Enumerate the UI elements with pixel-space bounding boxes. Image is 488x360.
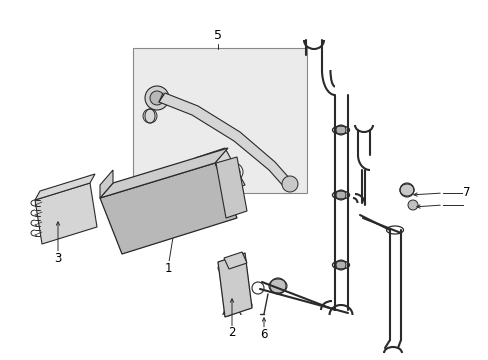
Circle shape [407, 200, 417, 210]
Circle shape [224, 308, 231, 316]
Text: 3: 3 [54, 252, 61, 265]
Text: 1: 1 [164, 261, 171, 274]
Polygon shape [100, 170, 113, 198]
Circle shape [399, 183, 413, 197]
Polygon shape [35, 174, 95, 200]
Circle shape [218, 264, 225, 272]
Circle shape [227, 166, 240, 178]
Polygon shape [218, 253, 251, 317]
Circle shape [335, 260, 346, 270]
Polygon shape [35, 183, 97, 244]
Text: 5: 5 [214, 29, 222, 42]
Polygon shape [100, 163, 237, 254]
Polygon shape [216, 157, 246, 218]
Circle shape [142, 109, 157, 123]
Circle shape [282, 176, 297, 192]
Polygon shape [100, 148, 227, 198]
Bar [133, 48, 306, 193]
Text: 2: 2 [228, 327, 235, 339]
Polygon shape [224, 252, 246, 269]
PathPatch shape [159, 93, 290, 188]
Text: 6: 6 [260, 328, 267, 341]
Circle shape [145, 86, 169, 110]
Polygon shape [195, 148, 244, 196]
Circle shape [150, 91, 163, 105]
Text: 4: 4 [214, 211, 221, 225]
Circle shape [335, 125, 346, 135]
Circle shape [238, 257, 245, 265]
Circle shape [269, 278, 285, 294]
Text: 7: 7 [462, 186, 470, 199]
Circle shape [335, 190, 346, 200]
Circle shape [227, 186, 240, 198]
Circle shape [244, 301, 251, 309]
